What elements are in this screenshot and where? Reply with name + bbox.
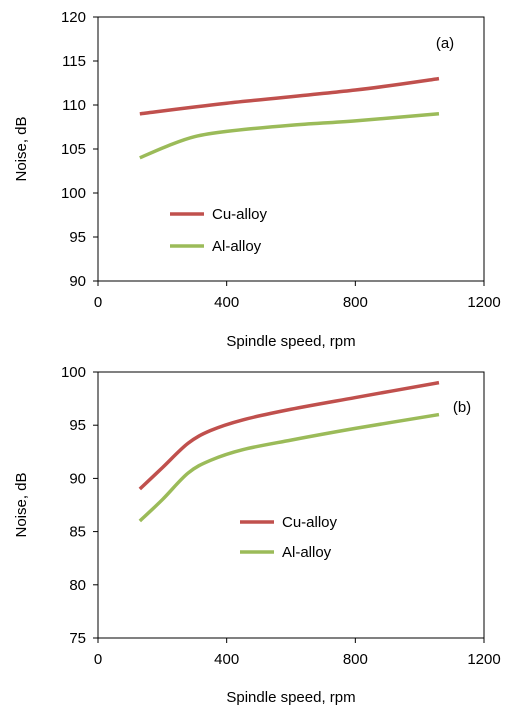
legend-label-cu-alloy-a: Cu-alloy [212, 206, 268, 223]
y-tick-label-a: 100 [61, 185, 86, 202]
series-line-cu-alloy-a [139, 76, 440, 116]
series-line-cu-alloy-b [138, 380, 440, 491]
x-axis-label-a: Spindle speed, rpm [226, 333, 355, 350]
x-tick-label-a: 800 [343, 294, 368, 311]
x-tick-label-a: 0 [94, 294, 102, 311]
y-tick-label-a: 110 [62, 97, 86, 114]
y-tick-label-b: 75 [69, 630, 86, 647]
panel-label-a: (a) [436, 35, 454, 52]
y-tick-label-a: 120 [61, 9, 86, 26]
legend-a: Cu-alloy Al-alloy [170, 206, 268, 255]
panel-label-b: (b) [453, 399, 471, 416]
y-tick-label-a: 95 [69, 229, 86, 246]
x-tick-label-a: 400 [214, 294, 239, 311]
legend-label-al-alloy-b: Al-alloy [282, 544, 332, 561]
plot-area-b [97, 371, 485, 639]
x-tick-label-b: 800 [343, 651, 368, 668]
legend-label-cu-alloy-b: Cu-alloy [282, 514, 338, 531]
series-line-al-alloy-a [139, 112, 440, 160]
y-tick-label-b: 100 [61, 364, 86, 381]
legend-label-al-alloy-a: Al-alloy [212, 238, 262, 255]
y-tick-label-b: 90 [69, 470, 86, 487]
y-tick-label-b: 85 [69, 524, 86, 541]
x-tick-label-b: 400 [214, 651, 239, 668]
chart-b: 75 80 85 90 95 100 0 400 800 1200 Spindle speed, r… [13, 364, 501, 706]
x-tick-label-b: 1200 [467, 651, 500, 668]
y-axis-label-b: Noise, dB [13, 472, 30, 537]
y-tick-label-a: 105 [61, 141, 86, 158]
x-axis-label-b: Spindle speed, rpm [226, 689, 355, 706]
x-tick-label-a: 1200 [467, 294, 500, 311]
y-axis-label-a: Noise, dB [13, 116, 30, 181]
legend-b: Cu-alloy Al-alloy [240, 514, 338, 561]
series-line-al-alloy-b [138, 412, 440, 523]
y-tick-label-a: 90 [69, 273, 86, 290]
y-tick-label-b: 95 [69, 417, 86, 434]
y-tick-label-a: 115 [62, 53, 86, 70]
x-tick-label-b: 0 [94, 651, 102, 668]
y-tick-label-b: 80 [69, 577, 86, 594]
